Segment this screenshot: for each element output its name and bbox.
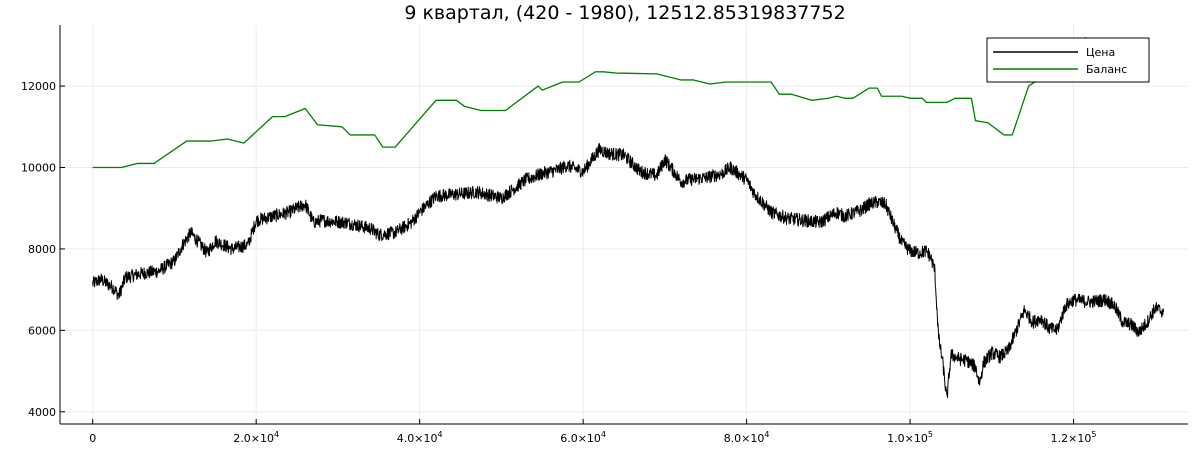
x-tick-label: 0 (89, 432, 96, 445)
chart-title: 9 квартал, (420 - 1980), 12512.853198377… (404, 2, 845, 24)
x-tick-label: 6.0×104 (560, 430, 606, 445)
legend: Цена Баланс (986, 37, 1150, 83)
x-tick-label: 4.0×104 (397, 430, 443, 445)
grid (60, 25, 1188, 424)
legend-label-balance: Баланс (1086, 63, 1127, 76)
ticks: 0 2.0×104 4.0×104 6.0×104 8.0×104 1.0×105 1.2×… (21, 80, 1096, 445)
y-tick-label: 4000 (28, 406, 56, 419)
series-line-0 (92, 142, 1164, 399)
x-tick-label: 2.0×104 (233, 430, 279, 445)
series-line-1 (92, 36, 1087, 169)
x-tick-label: 8.0×104 (724, 430, 770, 445)
axes (59, 25, 1188, 425)
legend-label-price: Цена (1086, 46, 1115, 59)
y-tick-label: 8000 (28, 243, 56, 256)
legend-box (986, 37, 1150, 83)
y-tick-label: 10000 (21, 162, 56, 175)
y-tick-label: 12000 (21, 80, 56, 93)
x-tick-label: 1.2×105 (1051, 430, 1097, 445)
y-tick-label: 6000 (28, 324, 56, 337)
series-layer (92, 36, 1164, 399)
x-tick-label: 1.0×105 (887, 430, 933, 445)
